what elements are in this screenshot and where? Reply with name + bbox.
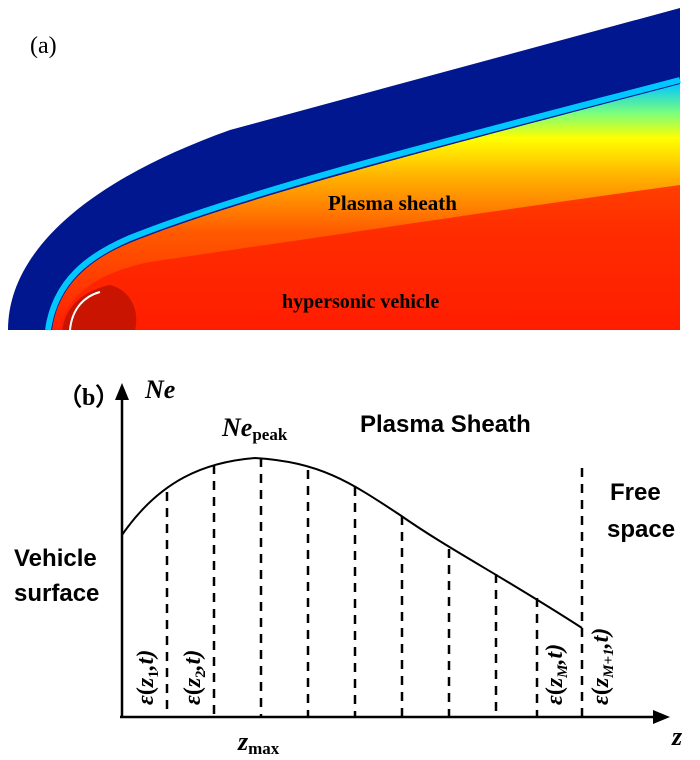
zmax-sub: max [248, 739, 280, 758]
eps-label-2: ε(z2,t) [180, 650, 209, 705]
eps-2-open: ( [180, 687, 206, 695]
shock-boundary [45, 77, 681, 331]
panel-b: （b） Ne Nepeak Plasma Sheath Vehicle surf… [14, 375, 683, 758]
eps-m1-open: ( [588, 687, 614, 695]
eps-2-sym: ε [180, 695, 206, 705]
eps-label-m1: ε(zM+1,t) [588, 628, 617, 705]
eps-m1-rest: ,t) [588, 628, 614, 650]
panel-a-label: (a) [30, 33, 57, 59]
ne-peak-sub: peak [252, 425, 288, 444]
panel-a: (a) Plasma sheath hypersonic vehicle [8, 8, 681, 331]
ne-profile-curve [121, 456, 583, 629]
eps-1-sym: ε [133, 695, 159, 705]
free-space-line1: Free [610, 479, 661, 506]
y-axis-arrow [115, 383, 129, 400]
eps-1-sub: 1 [146, 670, 162, 678]
eps-label-m: ε(zM,t) [542, 644, 571, 705]
panel-b-label: （b） [58, 384, 119, 411]
eps-1-open: ( [133, 687, 159, 695]
x-axis-label: z [671, 722, 683, 751]
plasma-sheath-title: Plasma Sheath [360, 411, 531, 438]
eps-label-1: ε(z1,t) [133, 650, 162, 705]
eps-m-sym: ε [542, 695, 568, 705]
ne-peak-label: Nepeak [221, 413, 288, 444]
eps-1-rest: ,t) [133, 650, 159, 672]
eps-m-rest: ,t) [542, 644, 568, 666]
eps-m1-sub: M+1 [601, 648, 617, 678]
eps-2-var: z [180, 677, 206, 688]
plasma-sheath-label: Plasma sheath [328, 191, 457, 215]
hypersonic-vehicle-label: hypersonic vehicle [282, 291, 439, 313]
eps-m-open: ( [542, 687, 568, 695]
layer-boundaries [165, 458, 584, 717]
stagnation-core [62, 285, 137, 330]
vehicle-surface-line2: surface [14, 580, 99, 607]
vehicle-nose [69, 291, 101, 331]
eps-m-var: z [542, 677, 568, 688]
zmax-base: z [237, 727, 249, 756]
zmax-label: zmax [237, 727, 280, 758]
free-space-line2: space [607, 516, 675, 543]
vehicle-surface-line1: Vehicle [14, 545, 97, 572]
y-axis-label: Ne [144, 375, 175, 404]
ne-peak-base: Ne [221, 413, 252, 442]
eps-1-var: z [133, 677, 159, 688]
eps-2-sub: 2 [193, 670, 209, 678]
eps-2-rest: ,t) [180, 650, 206, 672]
eps-m1-sym: ε [588, 695, 614, 705]
x-axis-arrow [653, 710, 670, 724]
eps-m1-var: z [588, 677, 614, 688]
hot-core [60, 185, 680, 330]
eps-m-sub: M [555, 664, 571, 679]
